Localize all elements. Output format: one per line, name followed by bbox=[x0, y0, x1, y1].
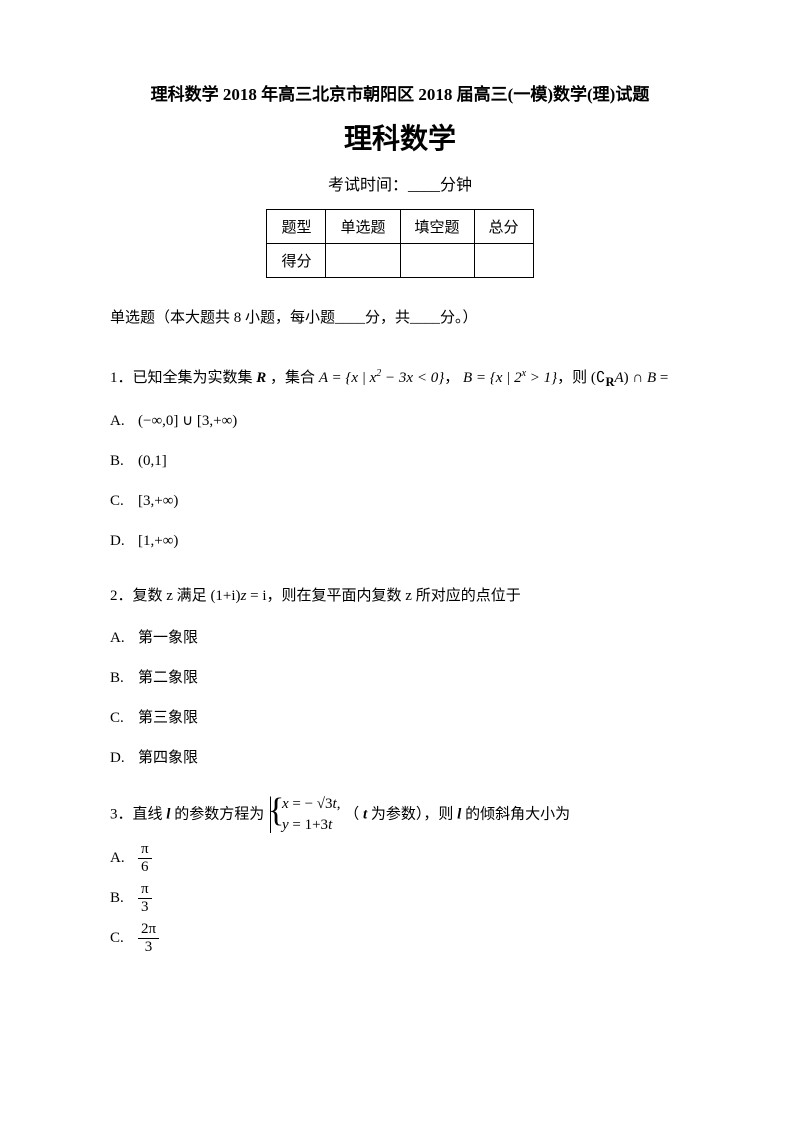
exam-time-prefix: 考试时间： bbox=[328, 177, 408, 194]
exam-time: 考试时间：____分钟 bbox=[110, 171, 690, 195]
q3-text4: 为参数），则 bbox=[367, 806, 457, 822]
brace-icon: { bbox=[268, 794, 284, 828]
label-D: D. bbox=[110, 740, 128, 776]
q2-num: 2． bbox=[110, 588, 133, 604]
q1-prefix: 已知全集为实数集 bbox=[133, 370, 257, 386]
q1-optD: D. [1,+∞) bbox=[110, 523, 690, 559]
label-C: C. bbox=[110, 920, 128, 956]
q3-optA: A. π6 bbox=[110, 840, 690, 876]
q3-optA-num: π bbox=[138, 842, 152, 859]
q3-text3: （ bbox=[344, 806, 363, 822]
section-header: 单选题（本大题共 8 小题，每小题____分，共____分。） bbox=[110, 306, 690, 327]
title-line: 理科数学 2018 年高三北京市朝阳区 2018 届高三(一模)数学(理)试题 bbox=[110, 80, 690, 105]
main-title: 理科数学 bbox=[110, 117, 690, 157]
q3-param: { x = − √3t, y = 1+3t bbox=[268, 794, 341, 836]
q3-optB-num: π bbox=[138, 882, 152, 899]
q2-optA-val: 第一象限 bbox=[138, 630, 198, 646]
q1-optA: A. (−∞,0] ∪ [3,+∞) bbox=[110, 403, 690, 439]
q1-text3: ，则 bbox=[557, 370, 591, 386]
q1-optB: B. (0,1] bbox=[110, 443, 690, 479]
q1-text: 1．已知全集为实数集 R ，集合 A = {x | x2 − 3x < 0}， … bbox=[110, 359, 690, 399]
q1-setA: A = {x | x2 − 3x < 0} bbox=[319, 370, 444, 386]
q2-optD-val: 第四象限 bbox=[138, 750, 198, 766]
question-3: 3．直线 l 的参数方程为 { x = − √3t, y = 1+3t （ t … bbox=[110, 794, 690, 956]
q3-fracC: 2π3 bbox=[138, 922, 159, 955]
q3-text5: 的倾斜角大小为 bbox=[461, 806, 570, 822]
label-C: C. bbox=[110, 483, 128, 519]
q2-suffix: ，则在复平面内复数 z 所对应的点位于 bbox=[267, 588, 521, 604]
question-1: 1．已知全集为实数集 R ，集合 A = {x | x2 − 3x < 0}， … bbox=[110, 359, 690, 559]
q3-optC-num: 2π bbox=[138, 922, 159, 939]
q1-text2: ，集合 bbox=[266, 370, 319, 386]
label-A: A. bbox=[110, 840, 128, 876]
q3-optB: B. π3 bbox=[110, 880, 690, 916]
label-B: B. bbox=[110, 880, 128, 916]
label-C: C. bbox=[110, 700, 128, 736]
cell-fill: 填空题 bbox=[400, 210, 474, 244]
label-A: A. bbox=[110, 620, 128, 656]
q3-fracA: π6 bbox=[138, 842, 152, 875]
q2-optB: B. 第二象限 bbox=[110, 660, 690, 696]
q2-eq: (1+i)z = i bbox=[210, 588, 266, 604]
q3-optA-den: 6 bbox=[138, 859, 152, 875]
question-2: 2．复数 z 满足 (1+i)z = i，则在复平面内复数 z 所对应的点位于 … bbox=[110, 577, 690, 776]
q2-text: 2．复数 z 满足 (1+i)z = i，则在复平面内复数 z 所对应的点位于 bbox=[110, 577, 690, 616]
cell-empty bbox=[474, 244, 533, 278]
q2-optC: C. 第三象限 bbox=[110, 700, 690, 736]
cell-total: 总分 bbox=[474, 210, 533, 244]
q1-R: R bbox=[256, 370, 266, 386]
q1-optB-val: (0,1] bbox=[138, 453, 167, 469]
cell-empty bbox=[400, 244, 474, 278]
q2-optB-val: 第二象限 bbox=[138, 670, 198, 686]
q1-comma1: ， bbox=[444, 370, 459, 386]
q1-optD-val: [1,+∞) bbox=[138, 533, 178, 549]
q1-setB: B = {x | 2x > 1} bbox=[463, 370, 557, 386]
q3-optB-den: 3 bbox=[138, 899, 152, 915]
cell-type-label: 题型 bbox=[267, 210, 326, 244]
q3-text2: 的参数方程为 bbox=[170, 806, 268, 822]
q3-optC-den: 3 bbox=[138, 939, 159, 955]
exam-time-suffix: 分钟 bbox=[440, 177, 472, 194]
q2-optC-val: 第三象限 bbox=[138, 710, 198, 726]
q1-optC-val: [3,+∞) bbox=[138, 493, 178, 509]
q2-optD: D. 第四象限 bbox=[110, 740, 690, 776]
cell-empty bbox=[326, 244, 400, 278]
q1-optC: C. [3,+∞) bbox=[110, 483, 690, 519]
score-table: 题型 单选题 填空题 总分 得分 bbox=[266, 209, 533, 278]
table-row: 得分 bbox=[267, 244, 533, 278]
table-row: 题型 单选题 填空题 总分 bbox=[267, 210, 533, 244]
q2-optA: A. 第一象限 bbox=[110, 620, 690, 656]
label-D: D. bbox=[110, 523, 128, 559]
q3-line2: y = 1+3t bbox=[282, 815, 341, 836]
label-B: B. bbox=[110, 443, 128, 479]
label-B: B. bbox=[110, 660, 128, 696]
cell-score-label: 得分 bbox=[267, 244, 326, 278]
cell-single: 单选题 bbox=[326, 210, 400, 244]
q3-line1: x = − √3t, bbox=[282, 794, 341, 815]
q1-expr: (∁RA) ∩ B = bbox=[591, 370, 668, 386]
q3-num: 3． bbox=[110, 806, 133, 822]
label-A: A. bbox=[110, 403, 128, 439]
q2-prefix: 复数 z 满足 bbox=[133, 588, 211, 604]
q1-optA-val: (−∞,0] ∪ [3,+∞) bbox=[138, 413, 237, 429]
q3-text: 3．直线 l 的参数方程为 { x = − √3t, y = 1+3t （ t … bbox=[110, 794, 690, 836]
q3-fracB: π3 bbox=[138, 882, 152, 915]
q3-optC: C. 2π3 bbox=[110, 920, 690, 956]
q1-num: 1． bbox=[110, 370, 133, 386]
q3-prefix: 直线 bbox=[133, 806, 167, 822]
